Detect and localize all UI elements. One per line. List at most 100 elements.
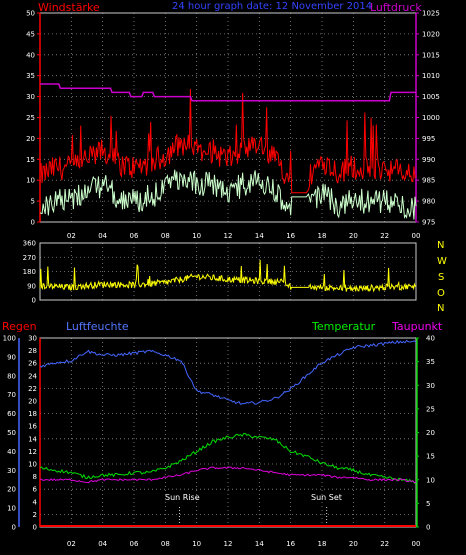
temp-tick-label: 10 bbox=[426, 476, 435, 484]
temp-tick-label: 35 bbox=[426, 358, 435, 366]
temp-tick-label: 25 bbox=[426, 405, 435, 413]
direction-tick-label: 360 bbox=[23, 240, 36, 248]
plot-frame-2 bbox=[39, 242, 417, 301]
x-tick-label: 04 bbox=[98, 540, 107, 548]
x-tick-label: 20 bbox=[349, 540, 358, 548]
x-tick-label: 00 bbox=[412, 540, 421, 548]
sunset-label: Sun Set bbox=[311, 493, 342, 502]
humidity-line bbox=[39, 339, 417, 405]
humidity-tick-label: 20 bbox=[7, 486, 16, 494]
x-tick-label: 22 bbox=[380, 540, 389, 548]
humidity-axis-label: Luftfeuchte bbox=[66, 320, 129, 333]
wind-speed-line bbox=[39, 88, 417, 194]
rain-tick-label: 12 bbox=[28, 448, 37, 456]
x-tick-label: 10 bbox=[192, 232, 201, 240]
rain-tick-label: 0 bbox=[33, 524, 37, 532]
direction-tick-label: 270 bbox=[23, 254, 36, 262]
rain-tick-label: 6 bbox=[33, 486, 38, 494]
x-tick-label: 20 bbox=[349, 232, 358, 240]
x-tick-label: 12 bbox=[224, 232, 233, 240]
rain-tick-label: 22 bbox=[28, 385, 37, 393]
x-tick-label: 02 bbox=[67, 232, 76, 240]
rain-tick-label: 30 bbox=[28, 335, 37, 343]
x-tick-label: 18 bbox=[318, 540, 327, 548]
pressure-tick-label: 1025 bbox=[422, 10, 440, 18]
tick-layer: 0202040406060808101012121414161618182020… bbox=[3, 10, 440, 549]
x-tick-label: 04 bbox=[98, 232, 107, 240]
rain-tick-label: 24 bbox=[28, 372, 37, 380]
humidity-tick-label: 60 bbox=[7, 410, 16, 418]
x-tick-label: 14 bbox=[255, 540, 264, 548]
temp-tick-label: 15 bbox=[426, 453, 435, 461]
x-tick-label: 18 bbox=[318, 232, 327, 240]
humidity-tick-label: 70 bbox=[7, 391, 16, 399]
wind-tick-label: 35 bbox=[26, 72, 35, 80]
pressure-tick-label: 975 bbox=[422, 219, 435, 227]
pressure-tick-label: 1010 bbox=[422, 72, 440, 80]
rain-tick-label: 28 bbox=[28, 347, 37, 355]
chart-title: 24 hour graph date: 12 November 2014 bbox=[172, 1, 373, 12]
annotation-layer bbox=[179, 507, 328, 525]
humidity-tick-label: 30 bbox=[7, 467, 16, 475]
wind-tick-label: 50 bbox=[26, 10, 35, 18]
x-tick-label: 08 bbox=[161, 540, 170, 548]
direction-tick-label: 180 bbox=[23, 268, 36, 276]
rain-axis-label: Regen bbox=[2, 320, 37, 333]
humidity-tick-label: 10 bbox=[7, 505, 16, 513]
temperature-axis-label: Temperatur bbox=[312, 320, 376, 333]
x-tick-label: 22 bbox=[380, 232, 389, 240]
rain-tick-label: 4 bbox=[33, 498, 38, 506]
x-tick-label: 06 bbox=[130, 232, 139, 240]
temp-tick-label: 5 bbox=[426, 500, 430, 508]
wind-tick-label: 15 bbox=[26, 156, 35, 164]
temp-tick-label: 20 bbox=[426, 429, 435, 437]
x-tick-label: 08 bbox=[161, 232, 170, 240]
direction-tick-label: 0 bbox=[32, 297, 36, 305]
rain-tick-label: 2 bbox=[33, 511, 37, 519]
direction-tick-label: 90 bbox=[27, 282, 36, 290]
compass-o: O bbox=[437, 288, 445, 299]
wind-tick-label: 45 bbox=[26, 30, 35, 38]
pressure-tick-label: 995 bbox=[422, 135, 435, 143]
pressure-tick-label: 1000 bbox=[422, 114, 440, 122]
rain-tick-label: 18 bbox=[28, 410, 37, 418]
temp-tick-label: 40 bbox=[426, 335, 435, 343]
x-tick-label: 06 bbox=[130, 540, 139, 548]
x-tick-label: 10 bbox=[192, 540, 201, 548]
compass-w: W bbox=[437, 256, 447, 267]
rain-tick-label: 8 bbox=[33, 473, 37, 481]
grid-layer bbox=[40, 13, 416, 527]
compass-n-top: N bbox=[437, 240, 445, 251]
wind-tick-label: 40 bbox=[26, 51, 35, 59]
humidity-tick-label: 0 bbox=[12, 524, 16, 532]
wind-tick-label: 10 bbox=[26, 177, 35, 185]
series-layer bbox=[39, 83, 417, 527]
pressure-tick-label: 1005 bbox=[422, 93, 440, 101]
humidity-tick-label: 50 bbox=[7, 429, 16, 437]
rain-tick-label: 10 bbox=[28, 461, 37, 469]
humidity-tick-label: 100 bbox=[3, 335, 16, 343]
pressure-tick-label: 980 bbox=[422, 198, 435, 206]
x-tick-label: 12 bbox=[224, 540, 233, 548]
wind-tick-label: 20 bbox=[26, 135, 35, 143]
dewpoint-line bbox=[39, 466, 417, 484]
humidity-tick-label: 90 bbox=[7, 353, 16, 361]
pressure-tick-label: 985 bbox=[422, 177, 435, 185]
humidity-tick-label: 40 bbox=[7, 448, 16, 456]
wind-tick-label: 0 bbox=[31, 219, 35, 227]
temperature-line bbox=[39, 433, 417, 484]
rain-tick-label: 20 bbox=[28, 398, 37, 406]
pressure-line bbox=[40, 83, 416, 102]
pressure-tick-label: 990 bbox=[422, 156, 435, 164]
wind-tick-label: 25 bbox=[26, 114, 35, 122]
wind-tick-label: 30 bbox=[26, 93, 35, 101]
humidity-tick-label: 80 bbox=[7, 372, 16, 380]
x-tick-label: 00 bbox=[412, 232, 421, 240]
wind-tick-label: 5 bbox=[31, 198, 35, 206]
pressure-tick-label: 1020 bbox=[422, 30, 440, 38]
wind-direction-line bbox=[39, 259, 417, 293]
dewpoint-axis-label: Taupunkt bbox=[392, 320, 443, 333]
compass-s: S bbox=[438, 272, 445, 283]
rain-tick-label: 26 bbox=[28, 360, 37, 368]
